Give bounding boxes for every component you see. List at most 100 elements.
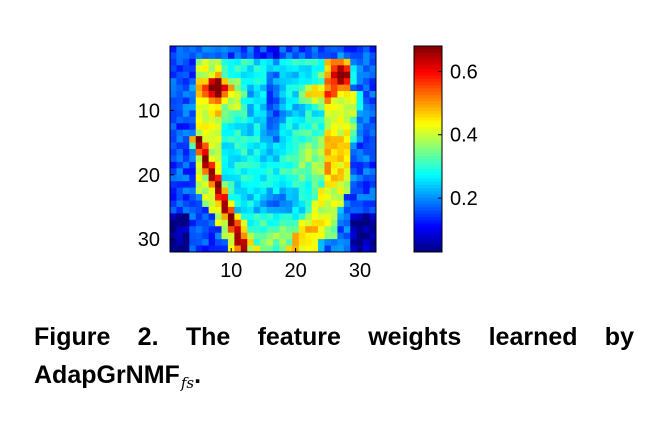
heatmap-cell — [234, 206, 242, 214]
colorbar-segment — [414, 145, 442, 150]
heatmap-cell — [285, 91, 293, 98]
heatmap-cell — [253, 226, 261, 234]
heatmap-cell — [176, 206, 184, 214]
heatmap-cell — [318, 245, 325, 253]
heatmap-cell — [273, 219, 280, 227]
heatmap-cell — [324, 239, 332, 246]
heatmap-cell — [195, 142, 203, 150]
heatmap-cell — [298, 52, 306, 60]
heatmap-cell — [311, 200, 319, 208]
heatmap-cell — [311, 219, 319, 227]
colorbar-segment — [414, 103, 442, 108]
heatmap-cell — [324, 71, 332, 79]
heatmap-cell — [189, 239, 197, 246]
heatmap-cell — [285, 58, 293, 66]
heatmap-cell — [170, 155, 177, 163]
heatmap-cell — [311, 65, 319, 73]
colorbar-segment — [414, 223, 442, 227]
heatmap-cell — [305, 52, 313, 60]
heatmap-cell — [369, 181, 377, 189]
heatmap-cell — [273, 239, 280, 246]
heatmap-cell — [298, 181, 306, 189]
heatmap-cell — [285, 136, 293, 143]
heatmap-cell — [202, 161, 210, 169]
heatmap-cell — [227, 129, 235, 137]
heatmap-cell — [202, 58, 210, 66]
heatmap-cell — [337, 245, 345, 253]
heatmap-cell — [227, 97, 235, 105]
heatmap-cell — [298, 168, 306, 176]
heatmap-cell — [305, 200, 313, 208]
heatmap-cell — [234, 110, 242, 118]
x-tick-label-30: 30 — [349, 260, 371, 282]
heatmap-cell — [292, 123, 300, 131]
heatmap-cell — [240, 116, 248, 124]
heatmap-cell — [273, 226, 280, 234]
heatmap-cell — [227, 91, 235, 98]
heatmap-cell — [215, 123, 222, 131]
heatmap-cell — [240, 78, 248, 86]
heatmap-cell — [330, 226, 338, 234]
heatmap-cell — [221, 58, 229, 66]
heatmap-cell — [227, 213, 235, 221]
heatmap-cell — [318, 239, 325, 246]
colorbar-segment — [414, 55, 442, 60]
heatmap-cell — [356, 206, 364, 214]
heatmap-cell — [305, 168, 313, 176]
heatmap-cell — [182, 194, 190, 201]
heatmap-cell — [363, 110, 370, 118]
heatmap-cell — [273, 142, 280, 150]
heatmap-cell — [369, 71, 377, 79]
heatmap-cell — [215, 58, 222, 66]
heatmap-cell — [292, 161, 300, 169]
heatmap-cell — [208, 129, 216, 137]
heatmap-cell — [292, 239, 300, 246]
heatmap-cell — [305, 46, 313, 53]
heatmap-cell — [363, 91, 370, 98]
heatmap-cell — [337, 46, 345, 53]
heatmap-cell — [176, 194, 184, 201]
heatmap-cell — [215, 174, 222, 182]
heatmap-cell — [285, 84, 293, 92]
heatmap-cell — [324, 187, 332, 195]
heatmap-cell — [337, 84, 345, 92]
heatmap-cell — [215, 97, 222, 105]
heatmap-cell — [266, 206, 274, 214]
heatmap-cell — [292, 168, 300, 176]
heatmap-cell — [240, 181, 248, 189]
heatmap-cell — [247, 58, 255, 66]
heatmap-cell — [324, 213, 332, 221]
heatmap-cell — [195, 155, 203, 163]
heatmap-cell — [227, 206, 235, 214]
heatmap-cell — [247, 91, 255, 98]
heatmap-cell — [285, 116, 293, 124]
heatmap-cell — [182, 200, 190, 208]
colorbar-frame — [413, 45, 443, 253]
heatmap-cell — [253, 46, 261, 53]
colorbar-segment — [414, 194, 442, 198]
heatmap-cell — [305, 123, 313, 131]
heatmap-cell — [260, 226, 267, 234]
colorbar-segment — [414, 248, 442, 253]
heatmap-cell — [369, 155, 377, 163]
heatmap-cell — [369, 194, 377, 201]
heatmap-cell — [208, 52, 216, 60]
heatmap-cell — [292, 174, 300, 182]
heatmap-cell — [240, 226, 248, 234]
heatmap-cell — [343, 219, 351, 227]
heatmap-cell — [311, 168, 319, 176]
heatmap-cell — [202, 103, 210, 111]
heatmap-cell — [266, 78, 274, 86]
colorbar-segment — [414, 81, 442, 86]
heatmap-cell — [311, 71, 319, 79]
heatmap-cell — [221, 71, 229, 79]
colorbar-segment — [414, 87, 442, 92]
heatmap-cell — [292, 91, 300, 98]
heatmap-cell — [266, 84, 274, 92]
heatmap-cell — [343, 84, 351, 92]
heatmap-cell — [260, 213, 267, 221]
heatmap-cell — [273, 155, 280, 163]
heatmap-cell — [189, 155, 197, 163]
heatmap-cell — [324, 149, 332, 156]
heatmap-cell — [324, 200, 332, 208]
